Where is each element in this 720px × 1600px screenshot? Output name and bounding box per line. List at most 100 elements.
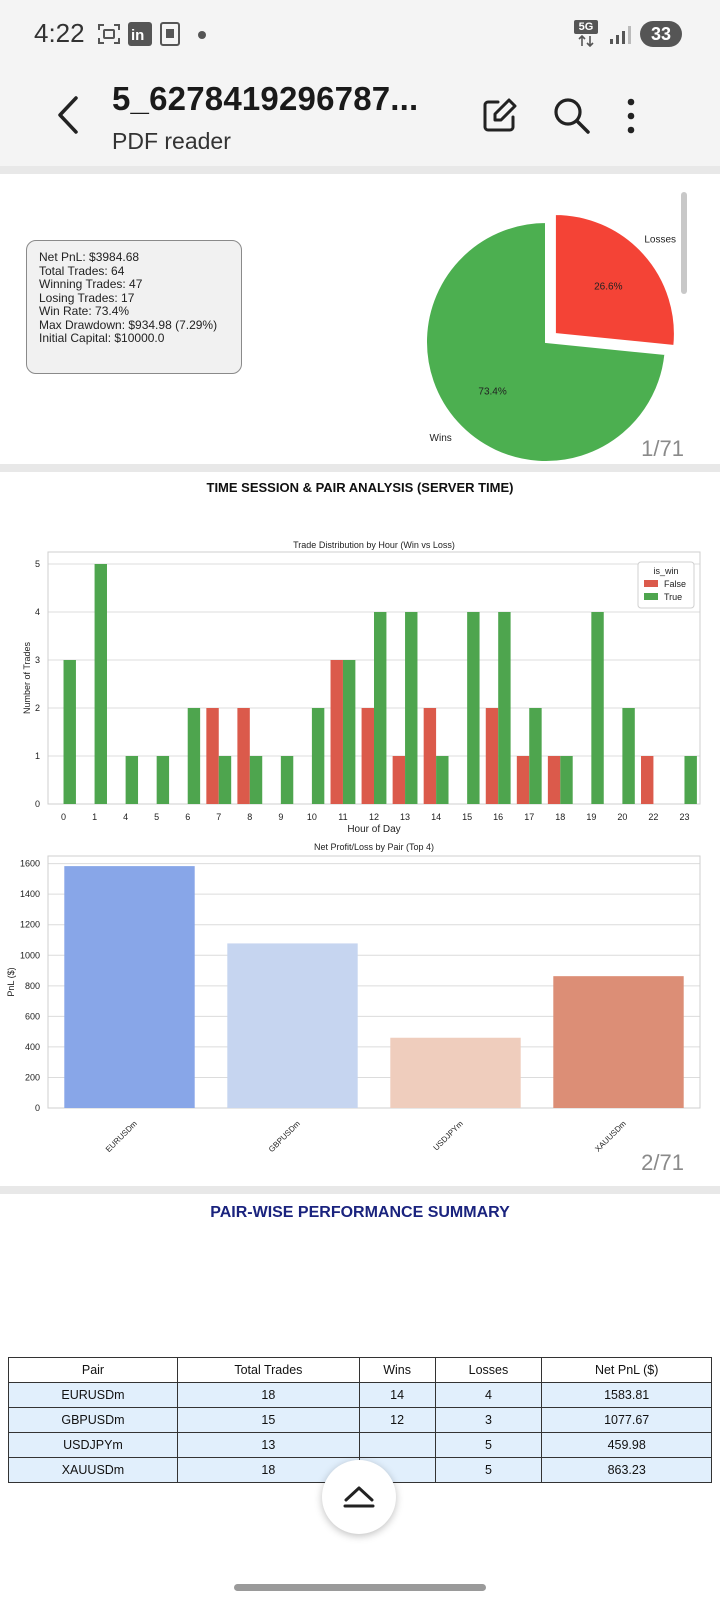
bar-true [63, 660, 76, 804]
trade-distribution-chart: Trade Distribution by Hour (Win vs Loss)… [22, 540, 701, 835]
signal-icon [610, 26, 631, 44]
stat-line: Total Trades: 64 [39, 263, 125, 278]
top-app-bar: 5_6278419296787... PDF reader [0, 66, 720, 174]
section-title: TIME SESSION & PAIR ANALYSIS (SERVER TIM… [206, 480, 514, 495]
stat-line: Losing Trades: 17 [39, 290, 135, 305]
bar-true [560, 756, 573, 804]
y-tick-label: 400 [25, 1042, 40, 1052]
back-arrow-icon[interactable] [50, 92, 86, 138]
pdf-page-3: PAIR-WISE PERFORMANCE SUMMARY Pair Total… [0, 1194, 720, 1600]
chart-title: Trade Distribution by Hour (Win vs Loss) [293, 540, 455, 550]
bar-usdjpym [390, 1037, 521, 1108]
x-tick-label: 14 [431, 812, 441, 822]
table-cell: 18 [176, 1457, 360, 1483]
table-cell: USDJPYm [8, 1432, 178, 1458]
legend-title: is_win [653, 566, 678, 576]
pair-summary-table: Pair Total Trades Wins Losses Net PnL ($… [8, 1357, 712, 1483]
legend-label: True [664, 592, 682, 602]
bar-true [622, 708, 635, 804]
app-notification-icon [160, 22, 180, 46]
page-number: 1/71 [641, 436, 684, 461]
table-cell: 459.98 [541, 1432, 712, 1458]
bar-false [547, 756, 561, 804]
bar-false [206, 708, 219, 804]
table-cell: 14 [358, 1382, 436, 1408]
y-tick-label: 4 [35, 607, 40, 617]
table-row: EURUSDm 18 14 4 1583.81 [8, 1382, 712, 1408]
table-cell [358, 1432, 436, 1458]
bar-true [280, 756, 294, 804]
x-tick-label: GBPUSDm [267, 1119, 302, 1154]
pie-slice-wins [425, 220, 667, 463]
linkedin-icon: in [128, 22, 152, 46]
scroll-to-top-button[interactable] [322, 1460, 396, 1534]
svg-text:in: in [131, 27, 144, 44]
table-cell: 5 [434, 1432, 543, 1458]
table-header-row: Pair Total Trades Wins Losses Net PnL ($… [8, 1357, 712, 1383]
x-tick-label: 10 [307, 812, 317, 822]
y-axis-label: Number of Trades [22, 641, 32, 714]
x-tick-label: 15 [462, 812, 472, 822]
stat-line: Winning Trades: 47 [39, 277, 143, 291]
x-tick-label: 0 [61, 812, 66, 822]
document-title: 5_6278419296787... [112, 80, 419, 117]
y-tick-label: 3 [35, 655, 40, 665]
bar-true [342, 660, 356, 804]
y-tick-label: 1400 [20, 889, 40, 899]
column-header: Total Trades [176, 1357, 360, 1383]
column-header: Wins [358, 1357, 436, 1383]
section-title: PAIR-WISE PERFORMANCE SUMMARY [210, 1204, 510, 1221]
status-time: 4:22 [34, 18, 85, 48]
table-cell: XAUUSDm [8, 1457, 178, 1483]
screenshot-icon [98, 24, 120, 44]
summary-stats-box: Net PnL: $3984.68 Total Trades: 64 Winni… [26, 240, 242, 374]
table-cell: GBPUSDm [8, 1407, 178, 1433]
x-tick-label: 20 [617, 812, 627, 822]
bar-true [249, 756, 263, 804]
table-cell: 4 [434, 1382, 543, 1408]
y-tick-label: 0 [35, 799, 40, 809]
table-cell: 15 [176, 1407, 360, 1433]
pie-percent-label: 73.4% [478, 386, 506, 397]
edit-icon[interactable] [478, 94, 522, 138]
bar-false [330, 660, 343, 804]
bar-false [516, 756, 530, 804]
x-tick-label: USDJPYm [432, 1119, 466, 1153]
bar-true [498, 612, 511, 804]
x-tick-label: 13 [400, 812, 410, 822]
y-tick-label: 1200 [20, 920, 40, 930]
x-tick-label: 11 [338, 812, 347, 822]
bar-false [423, 708, 437, 804]
bar-true [156, 756, 170, 804]
table-cell: 12 [358, 1407, 436, 1433]
table-cell: 863.23 [541, 1457, 712, 1483]
x-tick-label: 1 [92, 812, 97, 822]
y-tick-label: 5 [35, 559, 40, 569]
gesture-nav-bar[interactable] [234, 1584, 486, 1591]
bar-false [392, 756, 406, 804]
stat-line: Net PnL: $3984.68 [39, 250, 140, 264]
stat-line: Win Rate: 73.4% [39, 304, 130, 318]
stat-line: Max Drawdown: $934.98 (7.29%) [39, 317, 218, 332]
table-row: GBPUSDm 15 12 3 1077.67 [8, 1407, 712, 1433]
x-tick-label: 18 [555, 812, 565, 822]
bar-false [361, 708, 374, 804]
bar-xauusdm [553, 976, 684, 1108]
more-options-icon[interactable] [616, 94, 646, 138]
pie-slice-losses [553, 212, 676, 348]
x-tick-label: 7 [216, 812, 221, 822]
pdf-page-1: Net PnL: $3984.68 Total Trades: 64 Winni… [0, 174, 720, 464]
legend-swatch [644, 580, 658, 587]
scrollbar-thumb[interactable] [681, 192, 687, 294]
bar-true [529, 708, 542, 804]
table-cell: 5 [434, 1457, 543, 1483]
document-subtitle: PDF reader [112, 128, 231, 154]
bar-true [94, 564, 107, 804]
x-tick-label: 23 [679, 812, 689, 822]
bar-false [237, 708, 250, 804]
search-icon[interactable] [550, 94, 594, 138]
y-tick-label: 1 [35, 751, 40, 761]
pie-category-label: Wins [430, 433, 452, 444]
plot-frame [47, 855, 701, 1109]
